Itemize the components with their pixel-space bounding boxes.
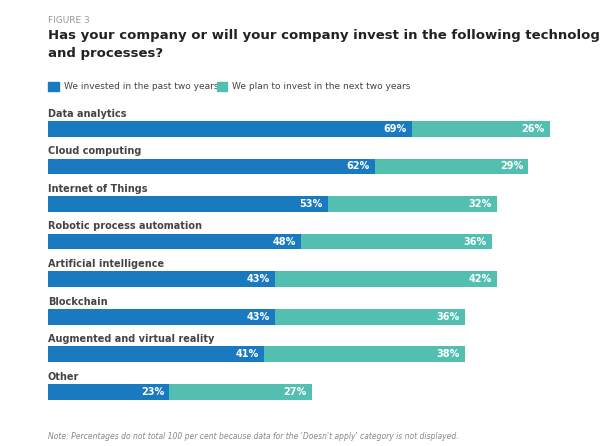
- Bar: [275, 271, 497, 287]
- Text: Has your company or will your company invest in the following technologies: Has your company or will your company in…: [48, 29, 600, 42]
- Text: 41%: 41%: [236, 349, 259, 359]
- Text: Blockchain: Blockchain: [48, 297, 107, 306]
- Text: FIGURE 3: FIGURE 3: [48, 16, 90, 25]
- Text: Cloud computing: Cloud computing: [48, 146, 142, 156]
- Text: Augmented and virtual reality: Augmented and virtual reality: [48, 334, 214, 344]
- Bar: [265, 347, 465, 362]
- Text: Note: Percentages do not total 100 per cent because data for the 'Doesn't apply': Note: Percentages do not total 100 per c…: [48, 432, 458, 441]
- Text: Other: Other: [48, 372, 79, 382]
- Text: 48%: 48%: [273, 236, 296, 247]
- Text: Internet of Things: Internet of Things: [48, 184, 148, 194]
- Bar: [48, 121, 412, 137]
- Bar: [48, 159, 376, 174]
- Bar: [301, 234, 491, 249]
- Text: 26%: 26%: [521, 124, 544, 134]
- Text: We invested in the past two years: We invested in the past two years: [64, 82, 218, 91]
- Text: 43%: 43%: [247, 274, 270, 284]
- Bar: [48, 196, 328, 212]
- Bar: [412, 121, 550, 137]
- Text: Data analytics: Data analytics: [48, 109, 127, 119]
- Bar: [48, 384, 169, 400]
- Text: 32%: 32%: [468, 199, 491, 209]
- Text: Robotic process automation: Robotic process automation: [48, 222, 202, 231]
- Text: 42%: 42%: [468, 274, 491, 284]
- Text: 23%: 23%: [141, 387, 164, 397]
- Text: and processes?: and processes?: [48, 47, 163, 60]
- Text: 29%: 29%: [500, 161, 523, 171]
- Text: 27%: 27%: [283, 387, 307, 397]
- Text: 53%: 53%: [299, 199, 323, 209]
- Bar: [48, 347, 265, 362]
- Bar: [169, 384, 312, 400]
- Text: 69%: 69%: [384, 124, 407, 134]
- Bar: [48, 309, 275, 325]
- Text: 38%: 38%: [436, 349, 460, 359]
- Bar: [275, 309, 465, 325]
- Text: 36%: 36%: [437, 312, 460, 322]
- Text: 36%: 36%: [463, 236, 486, 247]
- Text: 43%: 43%: [247, 312, 270, 322]
- Text: Artificial intelligence: Artificial intelligence: [48, 259, 164, 269]
- Bar: [376, 159, 529, 174]
- Bar: [48, 234, 301, 249]
- Bar: [328, 196, 497, 212]
- Text: 62%: 62%: [347, 161, 370, 171]
- Text: We plan to invest in the next two years: We plan to invest in the next two years: [232, 82, 410, 91]
- Bar: [48, 271, 275, 287]
